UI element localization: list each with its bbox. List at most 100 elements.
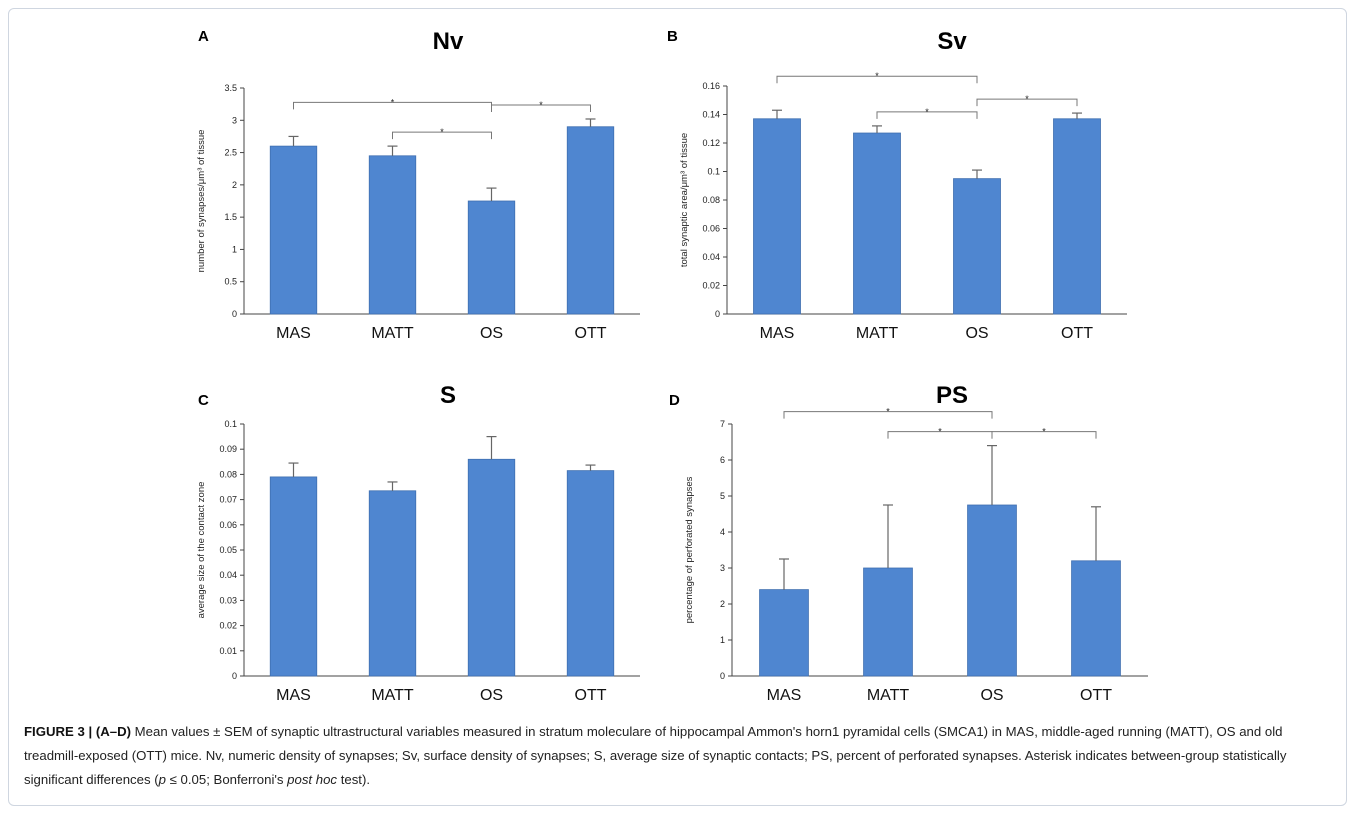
figure-frame: [8, 8, 1347, 806]
significance-asterisk: *: [391, 97, 395, 107]
category-label: OTT: [1061, 325, 1093, 342]
category-label: MAS: [276, 325, 311, 342]
chart-sv: 0 0.02 0.04 0.06 0.08 0.1 0.12 0.14 0.16 total sy…: [679, 71, 1127, 342]
bar: [967, 504, 1017, 677]
y-tick-label: 0.04: [219, 570, 237, 580]
y-tick-label: 0: [232, 309, 237, 319]
y-tick-label: 0.08: [702, 195, 720, 205]
y-tick-label: 0.12: [702, 138, 720, 148]
panel-letter: B: [667, 28, 678, 45]
panel-letter: D: [669, 392, 680, 409]
y-tick-label: 5: [720, 491, 725, 501]
y-tick-label: 7: [720, 419, 725, 429]
bar: [853, 132, 901, 315]
y-tick-label: 3.5: [224, 83, 237, 93]
y-tick-label: 1: [232, 244, 237, 254]
significance-asterisk: *: [539, 100, 543, 110]
y-tick-label: 6: [720, 455, 725, 465]
panel-a: A Nv 0 0.5 1 1.5 2 2.5 3 3.5 number of synapses/…: [170, 20, 820, 370]
bar: [953, 178, 1001, 315]
panel-title: Sv: [937, 28, 967, 55]
bar: [269, 476, 318, 677]
y-axis-label: total synaptic area/μm³ of tissue: [679, 133, 690, 267]
chart-nv: 0 0.5 1 1.5 2 2.5 3 3.5 number of synapses/μm³ o…: [196, 83, 640, 342]
y-axis-label: number of synapses/μm³ of tissue: [196, 130, 207, 273]
bar: [467, 200, 516, 315]
category-label: MATT: [867, 687, 910, 704]
y-tick-label: 0.16: [702, 81, 720, 91]
figure-caption: FIGURE 3 | (A–D) Mean values ± SEM of sy…: [24, 720, 1334, 792]
significance-bracket: [392, 131, 492, 140]
y-tick-label: 2: [232, 180, 237, 190]
y-tick-label: 0.1: [224, 419, 237, 429]
caption-text-3: test).: [337, 772, 371, 787]
panel-c: C S 0 0.01 0.02 0.03 0.04 0.05 0.06 0.07 0.08 0.0…: [170, 382, 820, 732]
y-tick-label: 0.01: [219, 646, 237, 656]
category-label: MATT: [371, 325, 414, 342]
bar: [753, 118, 801, 315]
bar: [1053, 118, 1101, 315]
y-tick-label: 0.05: [219, 545, 237, 555]
chart-s: 0 0.01 0.02 0.03 0.04 0.05 0.06 0.07 0.08 0.09 0.1…: [196, 419, 640, 704]
category-label: OTT: [1080, 687, 1112, 704]
significance-asterisk: *: [886, 407, 890, 417]
significance-asterisk: *: [440, 127, 444, 137]
significance-bracket: [491, 104, 591, 112]
caption-italic: post hoc: [287, 772, 338, 787]
category-label: MAS: [760, 325, 795, 342]
panel-title: Nv: [432, 28, 464, 55]
panel-d: D PS 0 1 2 3 4 5 6 7 percentage of perforated sy…: [637, 382, 1287, 732]
significance-asterisk: *: [938, 427, 942, 437]
y-tick-label: 0: [715, 309, 720, 319]
significance-asterisk: *: [925, 107, 929, 117]
panel-letter: A: [198, 28, 209, 45]
y-tick-label: 0.1: [707, 167, 720, 177]
y-tick-label: 2.5: [224, 148, 237, 158]
y-tick-label: 0.06: [219, 520, 237, 530]
y-tick-label: 0.02: [702, 281, 720, 291]
category-label: OS: [965, 325, 988, 342]
bar: [863, 567, 913, 677]
panel-letter: C: [198, 392, 209, 409]
y-tick-label: 0.14: [702, 110, 720, 120]
panel-b: B Sv 0 0.02 0.04 0.06 0.08 0.1 0.12 0.14 0.16 tot…: [637, 20, 1287, 370]
bar: [368, 490, 417, 677]
category-label: MATT: [856, 325, 899, 342]
category-label: MAS: [767, 687, 802, 704]
y-tick-label: 1: [720, 635, 725, 645]
y-axis-label: average size of the contact zone: [196, 482, 207, 619]
bar: [368, 155, 417, 315]
y-tick-label: 3: [720, 563, 725, 573]
category-label: OS: [480, 325, 503, 342]
y-tick-label: 0.08: [219, 469, 237, 479]
caption-p-symbol: p: [158, 772, 166, 787]
y-tick-label: 0.02: [219, 621, 237, 631]
caption-label: FIGURE 3 | (A–D): [24, 724, 132, 739]
category-label: OTT: [575, 325, 607, 342]
y-tick-label: 1.5: [224, 212, 237, 222]
bar: [566, 126, 615, 315]
y-tick-label: 0.07: [219, 495, 237, 505]
significance-bracket: [976, 98, 1078, 107]
y-tick-label: 4: [720, 527, 725, 537]
panel-title: PS: [935, 382, 968, 409]
significance-asterisk: *: [1025, 94, 1029, 104]
y-tick-label: 2: [720, 599, 725, 609]
category-label: MAS: [276, 687, 311, 704]
bar: [759, 589, 809, 677]
y-axis-label: percentage of perforated synapses: [684, 476, 695, 623]
y-tick-label: 0: [720, 671, 725, 681]
y-tick-label: 0.04: [702, 252, 720, 262]
caption-text-2: ≤ 0.05; Bonferroni's: [165, 772, 288, 787]
panel-title: S: [439, 382, 456, 409]
y-tick-label: 0.03: [219, 595, 237, 605]
category-label: OS: [980, 687, 1003, 704]
y-tick-label: 0: [232, 671, 237, 681]
y-tick-label: 0.09: [219, 444, 237, 454]
significance-asterisk: *: [1042, 427, 1046, 437]
chart-ps: 0 1 2 3 4 5 6 7 percentage of perforated synapse…: [684, 407, 1148, 704]
category-label: OTT: [575, 687, 607, 704]
category-label: MATT: [371, 687, 414, 704]
significance-bracket: [783, 411, 993, 419]
y-tick-label: 3: [232, 115, 237, 125]
